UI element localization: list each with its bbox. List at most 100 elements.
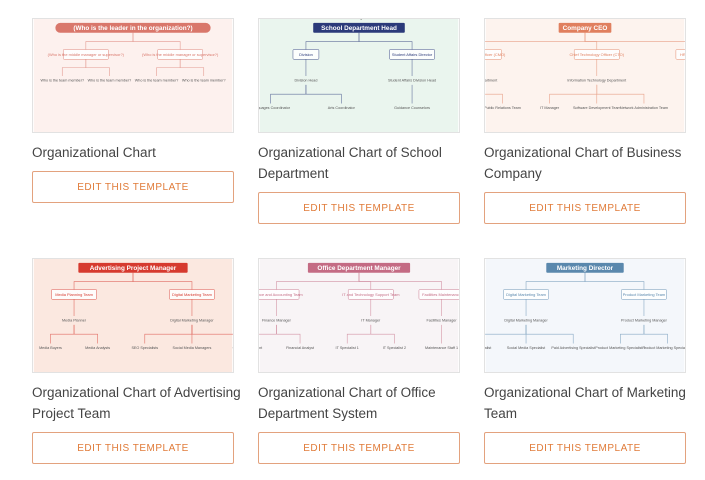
branch-label: Digital Marketing Team [506,292,547,297]
node-label: Who is the team member? [40,78,84,82]
connectors [270,32,413,104]
template-thumbnail[interactable]: Languages Coordinator Visual Arts Teacher… [258,18,460,133]
branch-label: Finance and Accounting Team [258,292,303,297]
connector [643,324,668,344]
template-thumbnail[interactable]: Accountant Financial Analyst Finance Manag… [258,258,460,373]
edit-template-button[interactable]: EDIT THIS TEMPLATE [484,432,686,464]
template-thumbnail[interactable]: Advertising TeamPublic Relations TeamMar… [484,18,686,133]
template-card[interactable]: Who is the team member? Who is the team m… [32,18,234,203]
node-label: Network Administration Team [620,106,668,110]
edit-template-button[interactable]: EDIT THIS TEMPLATE [258,432,460,464]
edit-template-button[interactable]: EDIT THIS TEMPLATE [32,432,234,464]
template-title[interactable]: Organizational Chart of Office Departmen… [258,385,436,421]
branch-node [418,289,459,300]
node-label: Division Head [294,78,317,82]
node-label: Who is the team member? [182,78,226,82]
branch-node [51,289,97,300]
connector [370,324,395,344]
edit-template-button[interactable]: EDIT THIS TEMPLATE [484,192,686,224]
node-label: Guidance Counselors [394,106,430,110]
connector [584,32,685,42]
template-card[interactable]: Media Buyers Media Analysts Media Planner M… [32,258,241,464]
node-label: Marketing Department [484,78,497,82]
node-label: Languages Coordinator [258,106,291,110]
connector [73,324,98,344]
connector [305,84,342,104]
node-label: Product Marketing Specialist 2 [642,346,686,350]
root-label: Company CEO [563,25,608,32]
connector [358,32,413,51]
node-label: SEO Specialists [131,346,158,350]
node-label: Media Planner [62,318,87,322]
branch-node [621,289,667,300]
template-title[interactable]: Organizational Chart of Advertising Proj… [32,385,241,421]
node-label: Software Development Team [573,106,621,110]
node-label: Information Technology Department [567,78,626,82]
connector [525,324,574,344]
template-card[interactable]: SEO Specialist Social Media Specialist Pai… [484,258,686,464]
node-label: Paid Advertising Specialist [551,346,595,350]
root-label: Marketing Director [557,265,614,272]
branch-node [62,49,109,60]
node-label: Social Media Specialist [507,346,545,350]
node-label: Public Relations Team [484,106,521,110]
branch-label: Product Marketing Team [623,292,666,297]
connectors [485,32,685,104]
root-label: Office Department Manager [317,265,401,272]
node-label: Who is the team member? [88,78,132,82]
template-thumbnail[interactable]: Who is the team member? Who is the team m… [32,18,234,133]
node-label: Media Buyers [39,346,62,350]
branch-node [169,289,215,300]
branch-label: HR Manager [680,52,686,57]
connector [596,84,645,104]
branch-node [503,289,549,300]
template-card[interactable]: Advertising TeamPublic Relations TeamMar… [484,18,686,224]
node-label: Social Media Managers [173,346,212,350]
template-title[interactable]: Organizational Chart of Marketing Team [484,385,686,421]
root-node [307,262,411,273]
root-node [558,22,612,33]
connector [191,324,233,335]
root-node [313,22,405,33]
template-card[interactable]: Languages Coordinator Visual Arts Teacher… [258,18,460,224]
node-label: Arts Coordinator [328,106,356,110]
connector [584,272,645,291]
branch-node [157,49,204,60]
node-label: Facilities Manager [426,318,457,322]
branch-node [292,49,320,60]
connector [132,32,181,51]
branch-label: Facilities Maintenance [422,292,460,297]
template-card[interactable]: Accountant Financial Analyst Finance Manag… [258,258,460,464]
node-label: IT Specialist 2 [383,346,406,350]
connector [276,324,301,344]
branch-node [259,289,300,300]
template-thumbnail[interactable]: Media Buyers Media Analysts Media Planner M… [32,258,234,373]
connector [132,272,193,291]
node-label: Who is the team member? [135,78,179,82]
template-title[interactable]: Organizational Chart of Business Company [484,145,682,181]
template-title[interactable]: Organizational Chart [32,145,156,160]
edit-template-button[interactable]: EDIT THIS TEMPLATE [32,171,234,203]
branch-label: IT and Technology Support Team [342,292,400,297]
node-label: Visual Arts Teachers [301,18,335,20]
node-label: Accountant [258,346,262,350]
edit-template-button[interactable]: EDIT THIS TEMPLATE [258,192,460,224]
node-label: Product Marketing Specialist 1 [595,346,645,350]
branch-label: Chief Technology Officer (CTO) [570,52,625,57]
branch-label: Division [299,52,313,57]
template-title[interactable]: Organizational Chart of School Departmen… [258,145,442,181]
branch-node [675,49,685,60]
node-label: Media Analysts [85,346,110,350]
branch-label: Chief Marketing Officer (CMO) [484,52,506,57]
connector [358,272,442,291]
connectors [50,272,233,344]
root-node [78,262,188,273]
root-node [55,22,211,33]
branch-node [389,49,435,60]
node-label: IT Specialist 1 [336,346,359,350]
template-thumbnail[interactable]: SEO Specialist Social Media Specialist Pai… [484,258,686,373]
branch-label: (Who is the middle manager or supervisor… [142,52,219,57]
connector [485,93,503,104]
connectors [485,272,668,344]
